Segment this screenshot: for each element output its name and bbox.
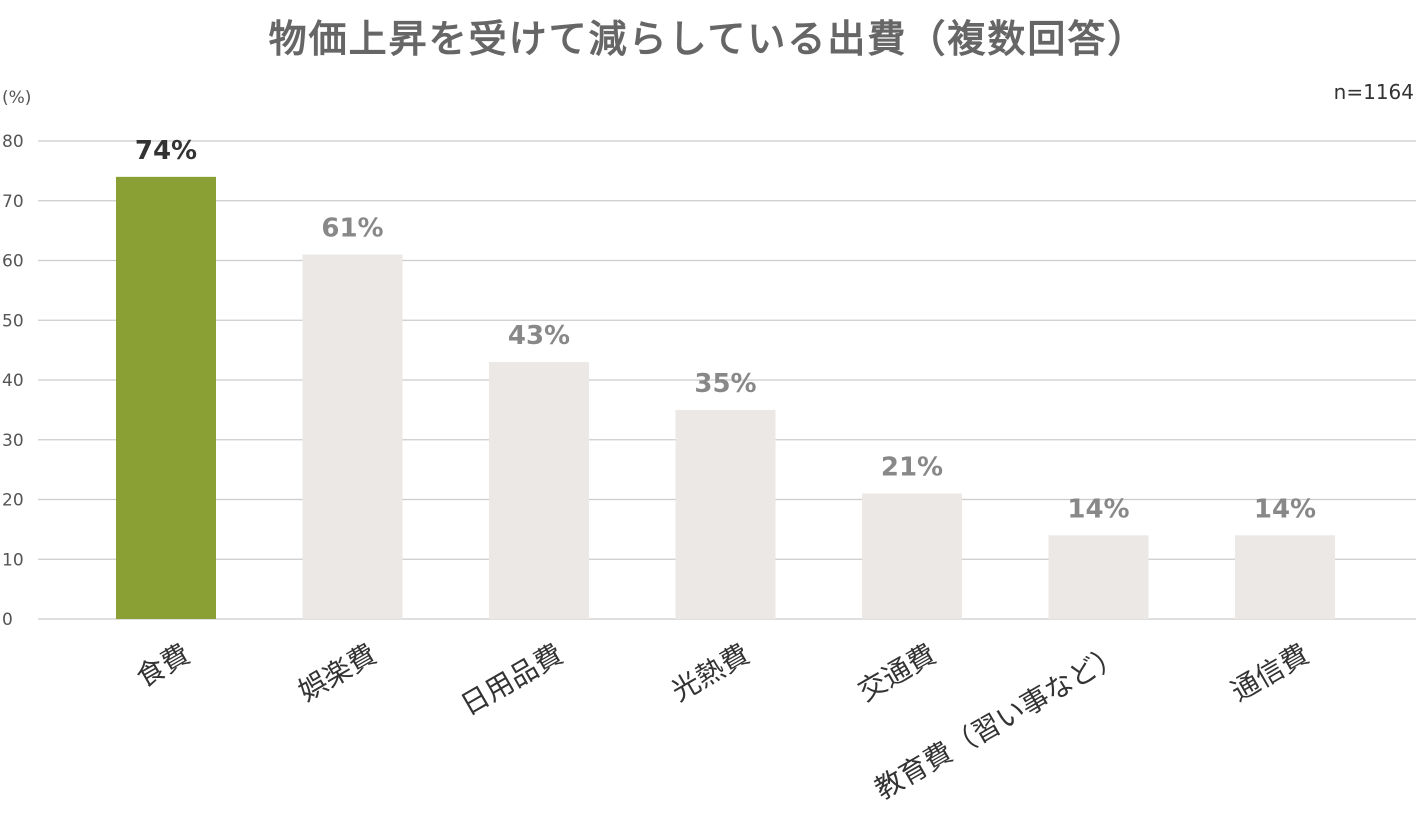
bar-4: [862, 493, 962, 619]
y-tick-label: 60: [2, 252, 24, 272]
bar-3: [675, 409, 776, 619]
value-label-2: 43%: [508, 321, 570, 351]
bar-5: [1048, 535, 1149, 619]
y-axis-unit: (%): [2, 88, 32, 108]
value-label-4: 21%: [881, 453, 943, 483]
y-tick-label: 30: [2, 431, 24, 451]
category-label-6: 通信費: [1225, 637, 1314, 708]
value-labels: 74% 61% 43% 35% 21% 14% 14%: [135, 136, 1316, 524]
bar-6: [1235, 535, 1335, 619]
chart-title: 物価上昇を受けて減らしている出費（複数回答）: [268, 17, 1148, 61]
y-tick-label: 40: [2, 371, 24, 391]
category-label-2: 日用品費: [455, 637, 569, 722]
value-label-3: 35%: [694, 369, 756, 399]
y-tick-label: 50: [2, 311, 24, 331]
bar-0: [116, 176, 216, 619]
bars: [116, 176, 1335, 619]
bar-2: [489, 362, 589, 619]
category-label-4: 交通費: [852, 637, 941, 708]
bar-1: [302, 254, 403, 619]
value-label-6: 14%: [1254, 494, 1316, 524]
category-label-1: 娯楽費: [293, 637, 382, 708]
y-axis-ticks: 0 10 20 30 40 50 60 70 80: [2, 132, 24, 630]
y-tick-label: 70: [2, 192, 24, 212]
sample-size-label: n=1164: [1333, 80, 1414, 104]
y-tick-label: 10: [2, 550, 24, 570]
y-tick-label: 80: [2, 132, 24, 152]
value-label-0: 74%: [135, 136, 197, 166]
value-label-5: 14%: [1067, 494, 1129, 524]
value-label-1: 61%: [321, 214, 383, 244]
y-tick-label: 20: [2, 491, 24, 511]
y-tick-label: 0: [2, 610, 13, 630]
category-label-3: 光熱費: [666, 637, 755, 708]
category-label-0: 食費: [130, 637, 195, 694]
